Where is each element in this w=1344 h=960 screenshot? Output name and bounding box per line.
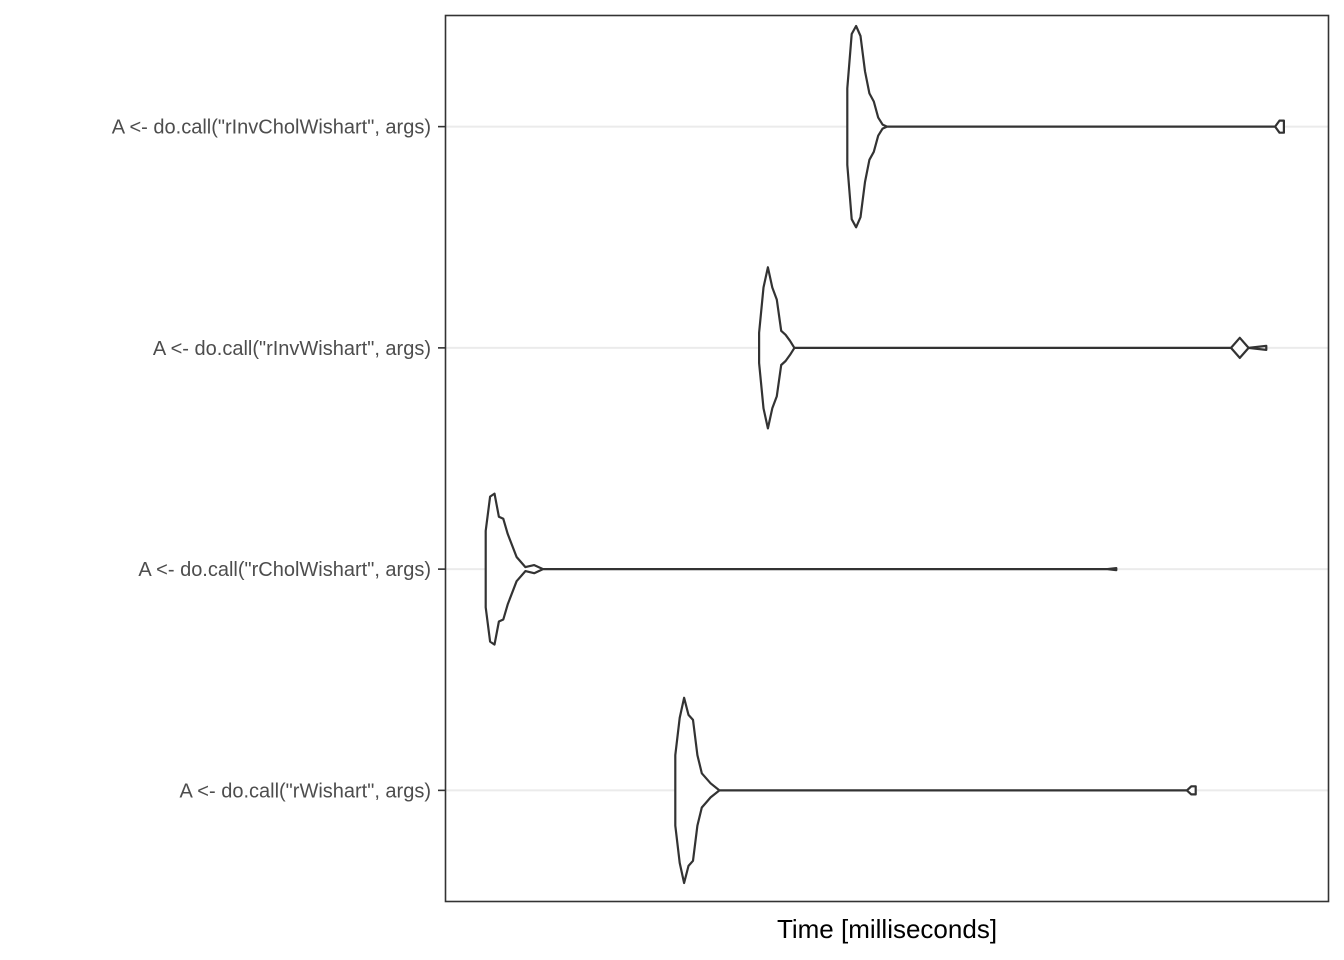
y-tick-label-cat-2: A <- do.call("rCholWishart", args) xyxy=(138,559,431,581)
violin-cat-2 xyxy=(484,492,1118,646)
x-axis-title: Time [milliseconds] xyxy=(777,914,997,944)
violin-cat-3 xyxy=(674,696,1197,885)
panel-border xyxy=(444,14,1330,903)
y-axis-labels: A <- do.call("rInvCholWishart", args) A <… xyxy=(112,117,431,803)
violins xyxy=(484,24,1285,885)
y-tick-label-cat-0: A <- do.call("rInvCholWishart", args) xyxy=(112,117,431,139)
y-tick-label-cat-1: A <- do.call("rInvWishart", args) xyxy=(153,338,431,360)
y-axis-ticks xyxy=(438,125,446,792)
violin-cat-0 xyxy=(846,24,1285,229)
violin-cat-1 xyxy=(758,266,1268,430)
y-tick-label-cat-3: A <- do.call("rWishart", args) xyxy=(180,780,431,802)
